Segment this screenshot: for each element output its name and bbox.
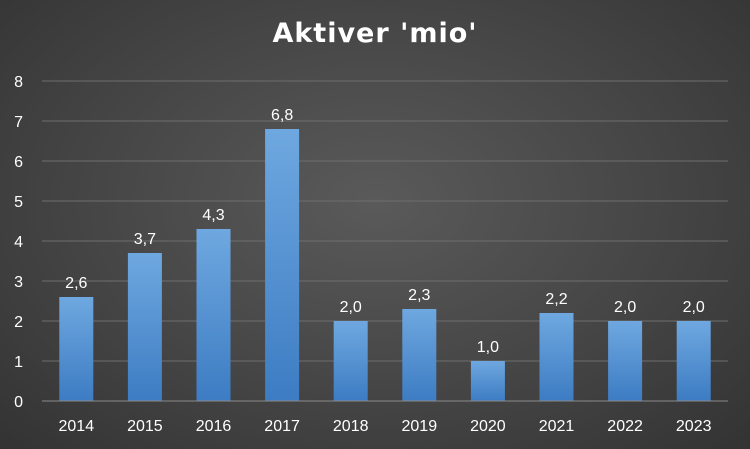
y-tick-label: 8	[14, 74, 23, 91]
data-label: 2,0	[683, 299, 705, 316]
data-label: 4,3	[202, 207, 224, 224]
bar-2015	[127, 253, 162, 401]
y-tick-label: 1	[14, 354, 23, 371]
bar-2022	[608, 321, 643, 401]
y-tick-label: 0	[14, 394, 23, 411]
y-tick-label: 5	[14, 194, 23, 211]
bar-2017	[265, 129, 300, 401]
data-label: 3,7	[134, 231, 156, 248]
data-label: 2,2	[545, 291, 567, 308]
bar-2014	[59, 297, 94, 401]
x-tick-label: 2023	[676, 418, 712, 435]
y-tick-label: 4	[14, 234, 23, 251]
y-tick-label: 6	[14, 154, 23, 171]
x-tick-label: 2022	[607, 418, 643, 435]
y-tick-label: 2	[14, 314, 23, 331]
data-label: 6,8	[271, 107, 293, 124]
x-tick-label: 2014	[59, 418, 95, 435]
x-tick-label: 2020	[470, 418, 506, 435]
x-tick-label: 2015	[127, 418, 163, 435]
data-label: 2,6	[65, 275, 87, 292]
data-label: 2,0	[340, 299, 362, 316]
data-label: 1,0	[477, 339, 499, 356]
bar-2020	[470, 361, 505, 401]
x-tick-label: 2021	[539, 418, 575, 435]
bar-2016	[196, 229, 231, 401]
chart-title: Aktiver 'mio'	[272, 18, 478, 49]
y-tick-label: 7	[14, 114, 23, 131]
x-tick-label: 2019	[402, 418, 438, 435]
data-label: 2,3	[408, 287, 430, 304]
x-tick-label: 2017	[264, 418, 300, 435]
bar-2019	[402, 309, 437, 401]
bar-2023	[676, 321, 711, 401]
bar-2021	[539, 313, 574, 401]
y-tick-label: 3	[14, 274, 23, 291]
x-tick-label: 2018	[333, 418, 369, 435]
bar-2018	[333, 321, 368, 401]
data-label: 2,0	[614, 299, 636, 316]
x-tick-label: 2016	[196, 418, 232, 435]
